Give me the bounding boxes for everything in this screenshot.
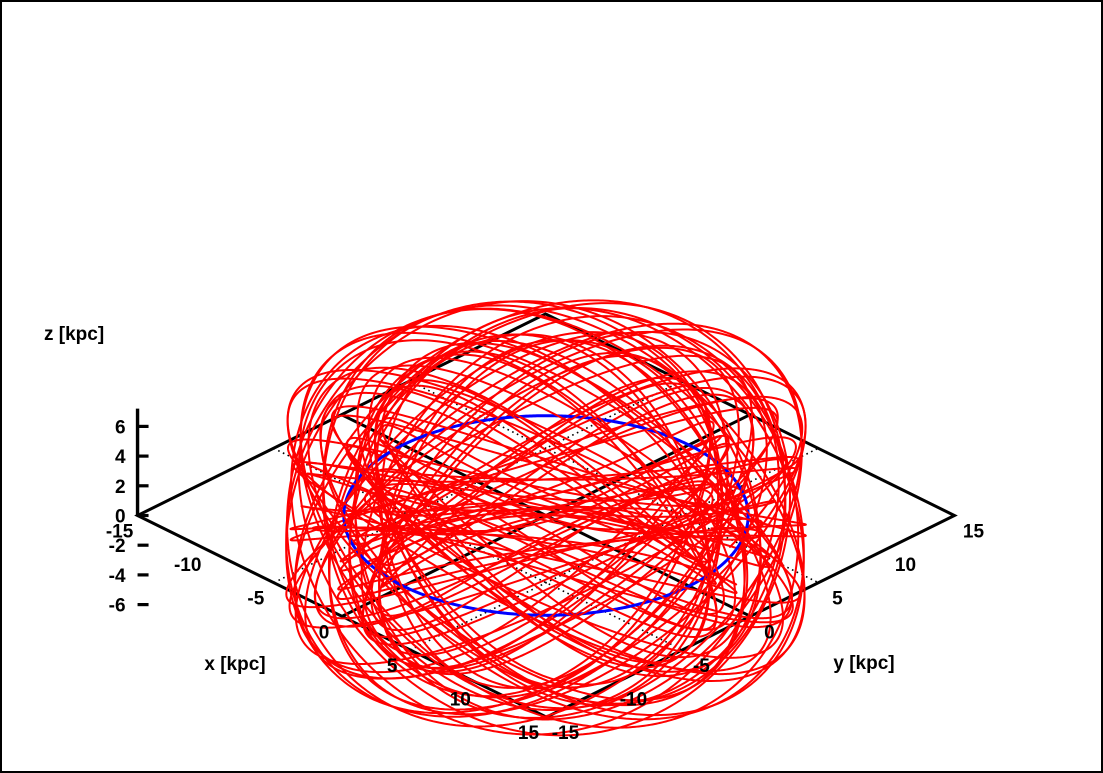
z-axis (135, 408, 149, 607)
y-tick--15: -15 (552, 723, 580, 744)
z-tick-6: 6 (115, 417, 126, 438)
y-tick-0: 0 (764, 622, 775, 643)
x-tick-10: 10 (450, 690, 471, 711)
x-tick-0: 0 (319, 622, 330, 643)
y-tick-5: 5 (832, 589, 843, 610)
x-tick--10: -10 (174, 555, 201, 576)
blue-circular-orbit (285, 300, 807, 737)
y-tick-15: 15 (963, 522, 985, 543)
y-tick-10: 10 (895, 555, 916, 576)
z-axis-label: z [kpc] (44, 324, 104, 345)
z-tick-2: 2 (115, 477, 126, 498)
y-axis-label: y [kpc] (833, 653, 894, 674)
x-tick-15: 15 (518, 723, 540, 744)
x-tick--15: -15 (106, 522, 134, 543)
z-tick-0: 0 (115, 507, 126, 528)
tick-label-group: -15 -10 -5 0 5 10 15 -15 -10 -5 0 5 10 15 6 4 2 0 -2 -4 -6 (106, 417, 985, 744)
y-tick--10: -10 (620, 690, 647, 711)
y-tick--5: -5 (693, 656, 710, 677)
x-axis-label: x [kpc] (204, 654, 265, 675)
z-tick--2: -2 (109, 536, 126, 557)
z-tick--6: -6 (109, 596, 126, 617)
axis-label-group: x [kpc] y [kpc] z [kpc] (44, 324, 895, 675)
z-tick--4: -4 (109, 566, 126, 587)
x-tick-5: 5 (387, 656, 398, 677)
z-tick-4: 4 (115, 447, 126, 468)
x-tick--5: -5 (247, 589, 264, 610)
